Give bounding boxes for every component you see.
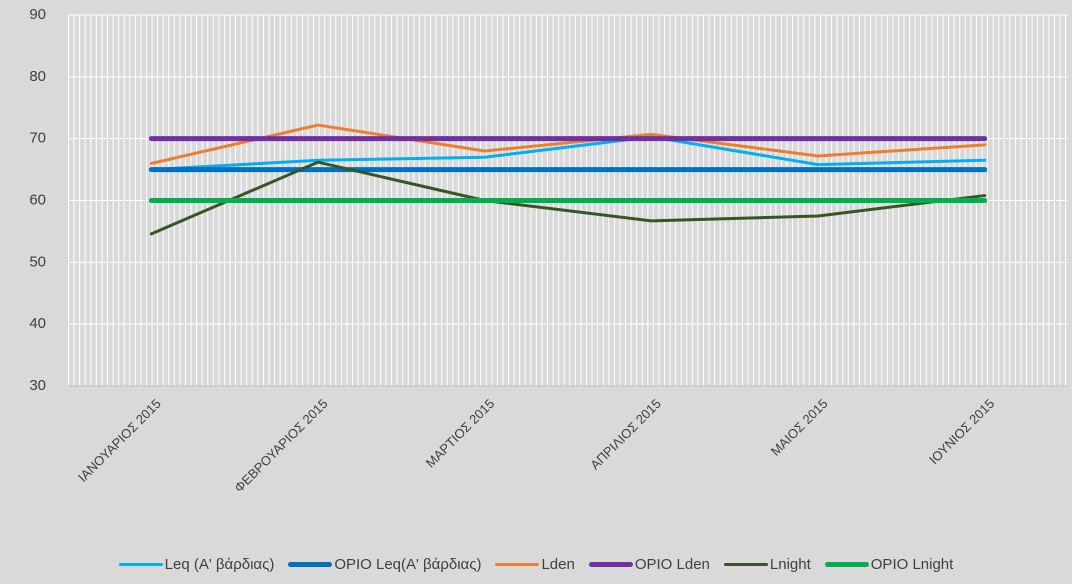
x-tick-label: ΙΟΥΝΙΟΣ 2015 <box>926 396 997 467</box>
legend-swatch <box>824 562 869 567</box>
y-tick-label: 60 <box>29 191 46 208</box>
legend-swatch <box>495 563 540 566</box>
x-tick-label: ΦΕΒΡΟΥΑΡΙΟΣ 2015 <box>231 396 330 495</box>
legend-swatch <box>118 563 163 566</box>
legend: Leq (Α' βάρδιας) ΟΡΙΟ Leq(Α' βάρδιας) Lden… <box>0 556 1072 573</box>
legend-item: ΟΡΙΟ Leq(Α' βάρδιας) <box>288 556 481 573</box>
series-line <box>149 160 987 236</box>
legend-swatch <box>588 562 633 567</box>
series-line <box>149 123 987 165</box>
plot: 30 40 50 60 70 80 90 ΙΑΝΟΥΑΡΙΟΣ 2015 ΦΕΒΡΟΥΑΡΙΟΣ… <box>29 6 1068 495</box>
y-tick-label: 50 <box>29 253 46 270</box>
legend-item: ΟΡΙΟ Lden <box>588 556 710 573</box>
y-tick-label: 40 <box>29 315 46 332</box>
legend-label: Lnight <box>769 556 811 573</box>
legend-swatch <box>288 562 333 567</box>
y-tick-label: 70 <box>29 130 46 147</box>
series-line <box>149 135 987 172</box>
legend-label: ΟΡΙΟ Lden <box>634 556 710 573</box>
legend-swatch <box>723 563 768 566</box>
x-tick-label: ΜΑΙΟΣ 2015 <box>768 396 831 459</box>
legend-label: Leq (Α' βάρδιας) <box>164 556 275 573</box>
legend-label: ΟΡΙΟ Leq(Α' βάρδιας) <box>334 556 482 573</box>
y-tick-label: 30 <box>29 377 46 394</box>
y-tick-label: 90 <box>29 6 46 23</box>
x-tick-label: ΑΠΡΙΛΙΟΣ 2015 <box>587 396 664 473</box>
legend-item: Lnight <box>723 556 811 573</box>
x-tick-label: ΙΑΝΟΥΑΡΙΟΣ 2015 <box>75 396 164 485</box>
legend-item: Lden <box>495 556 575 573</box>
legend-item: Leq (Α' βάρδιας) <box>118 556 275 573</box>
y-tick-label: 80 <box>29 68 46 85</box>
legend-label: Lden <box>541 556 575 573</box>
legend-item: ΟΡΙΟ Lnight <box>824 556 954 573</box>
x-tick-label: ΜΑΡΤΙΟΣ 2015 <box>423 396 498 471</box>
legend-label: ΟΡΙΟ Lnight <box>870 556 954 573</box>
